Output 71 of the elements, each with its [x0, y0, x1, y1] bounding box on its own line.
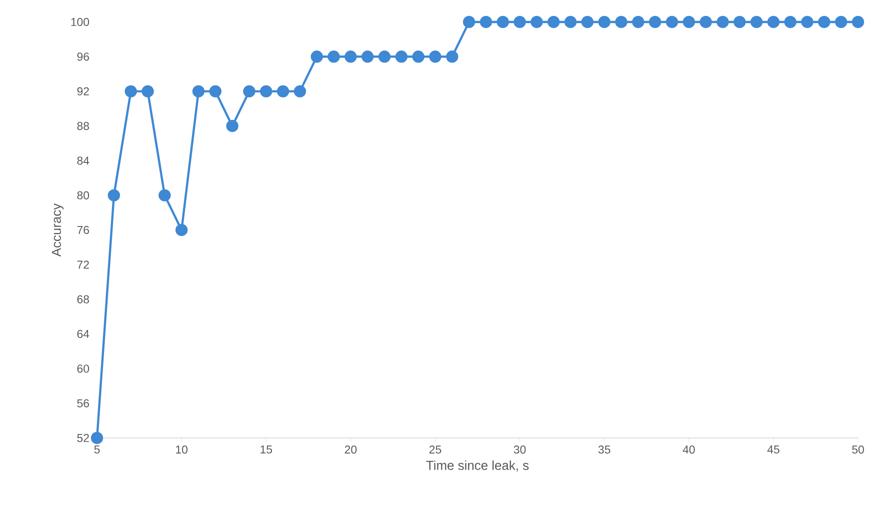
point — [175, 224, 188, 236]
x-tick-label: 50 — [852, 446, 864, 454]
point — [734, 16, 746, 28]
x-tick-label: 10 — [176, 446, 188, 454]
point — [243, 85, 256, 98]
point — [700, 16, 712, 28]
point — [480, 16, 492, 28]
y-axis-title: Accuracy — [52, 203, 64, 257]
point — [378, 50, 391, 63]
y-tick-label: 84 — [77, 156, 90, 165]
point — [344, 50, 357, 63]
y-tick-label: 92 — [77, 87, 89, 96]
point — [767, 16, 780, 28]
point — [412, 50, 424, 63]
y-tick-label: 80 — [77, 191, 90, 200]
point — [682, 16, 695, 28]
point — [648, 16, 662, 28]
point — [632, 16, 644, 28]
y-tick-label: 88 — [77, 122, 89, 130]
point — [835, 16, 848, 28]
point — [192, 85, 205, 98]
y-tick-label: 56 — [77, 399, 89, 408]
point — [801, 16, 814, 28]
point — [784, 16, 796, 28]
y-tick-label: 60 — [77, 364, 90, 373]
y-tick-label: 68 — [77, 295, 89, 304]
x-axis-title: Time since leak, s — [426, 460, 529, 472]
point — [598, 16, 610, 28]
point — [429, 50, 442, 63]
x-tick-label: 5 — [94, 446, 100, 454]
x-tick-label: 40 — [682, 446, 695, 454]
point — [750, 16, 763, 28]
point — [108, 189, 120, 202]
point — [395, 50, 408, 63]
point — [328, 50, 340, 63]
y-tick-label: 72 — [77, 260, 89, 269]
point — [615, 16, 628, 28]
point — [716, 16, 729, 28]
y-tick-label: 64 — [77, 330, 90, 338]
point — [124, 85, 137, 98]
point — [446, 50, 458, 63]
point — [496, 16, 509, 28]
y-tick-label: 52 — [77, 434, 89, 442]
point — [276, 85, 290, 98]
x-tick-label: 15 — [260, 446, 272, 454]
point — [581, 16, 594, 28]
point — [226, 120, 238, 132]
y-tick-label: 76 — [77, 226, 89, 234]
x-tick-label: 35 — [598, 446, 610, 454]
point — [852, 16, 864, 28]
x-tick-label: 25 — [429, 446, 442, 454]
y-tick-label: 96 — [77, 52, 89, 61]
point — [530, 16, 543, 28]
point — [209, 85, 222, 98]
point — [666, 16, 678, 28]
point — [158, 189, 171, 202]
point — [361, 50, 374, 63]
point — [548, 16, 560, 28]
point — [514, 16, 526, 28]
x-tick-label: 20 — [344, 446, 357, 454]
point — [142, 85, 154, 98]
point — [294, 85, 306, 98]
point — [818, 16, 830, 28]
x-tick-label: 30 — [514, 446, 526, 454]
point — [90, 432, 104, 444]
point — [310, 50, 323, 63]
point — [462, 16, 476, 28]
point — [564, 16, 577, 28]
point — [260, 85, 272, 98]
y-tick-label: 100 — [71, 18, 90, 26]
x-tick-label: 45 — [767, 446, 780, 454]
